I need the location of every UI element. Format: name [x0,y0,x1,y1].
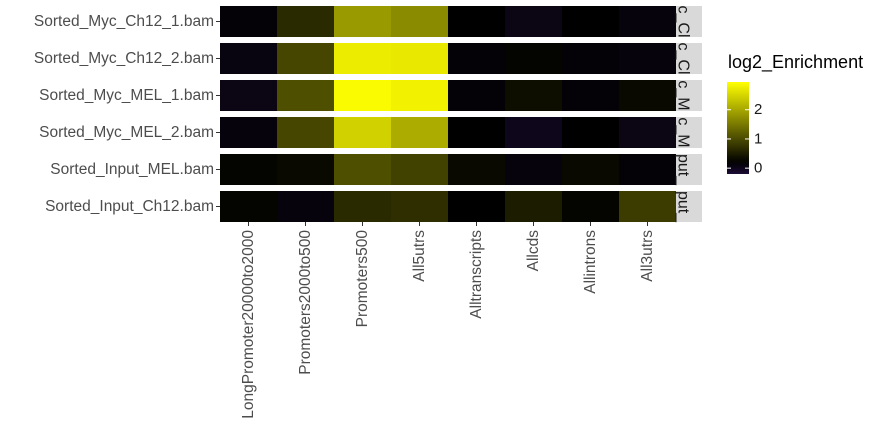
column-label: Allcds [525,230,542,272]
column-label: LongPromoter20000to2000 [240,230,257,419]
heatmap-cell [562,80,620,111]
heatmap-cell [619,191,677,222]
row-label: Sorted_Myc_MEL_2.bam [39,124,214,141]
heatmap-row [220,6,677,37]
heatmap-cell [562,117,620,148]
heatmap-cell [619,6,677,37]
heatmap-cell [220,191,278,222]
heatmap-cell [220,6,278,37]
column-label: Promoters500 [354,230,371,328]
facet-strip: c_M [675,117,702,148]
facet-strip: c_Cl [675,5,702,38]
heatmap-cell [505,117,563,148]
heatmap-row [220,43,677,74]
heatmap-cell [277,43,335,74]
row-labels: Sorted_Myc_Ch12_1.bam Sorted_Myc_Ch12_2.b… [34,13,220,215]
legend-tick-label: 0 [754,160,762,177]
heatmap-panels [220,6,677,222]
row-label: Sorted_Myc_Ch12_2.bam [34,50,214,67]
legend-tick-label: 1 [754,130,762,147]
facet-strip-bg [676,191,702,222]
facet-strip: put_ [675,154,702,186]
heatmap-cell [391,6,449,37]
facet-strip: c_Cl [675,42,702,75]
facet-strip-label: put_ [675,154,692,186]
heatmap-cell [505,191,563,222]
heatmap-cell [220,117,278,148]
heatmap-row [220,117,677,148]
heatmap-cell [334,6,392,37]
heatmap-cell [334,117,392,148]
facet-strip-bg [676,80,702,111]
heatmap-cell [277,117,335,148]
facet-strip: c_M [675,80,702,111]
column-labels: LongPromoter20000to2000 Promoters2000to50… [240,222,656,419]
heatmap-cell [334,191,392,222]
heatmap-cell [505,6,563,37]
column-label: Allintrons [582,230,599,294]
facet-strip-bg [676,6,702,37]
heatmap-cell [448,43,506,74]
heatmap-cell [562,6,620,37]
heatmap-cell [334,80,392,111]
facet-strip-label: put_ [675,191,692,223]
facet-strip-bg [676,117,702,148]
row-label: Sorted_Input_MEL.bam [50,161,214,178]
column-label: All3utrs [639,230,656,282]
heatmap-cell [220,154,278,185]
row-label: Sorted_Input_Ch12.bam [45,198,214,215]
heatmap-cell [562,191,620,222]
heatmap-cell [277,6,335,37]
heatmap-cell [334,43,392,74]
heatmap-cell [391,117,449,148]
heatmap-cell [619,117,677,148]
facet-strip-label: c_Cl [675,5,692,37]
heatmap-cell [391,80,449,111]
heatmap-row [220,154,677,185]
heatmap-cell [448,191,506,222]
row-label: Sorted_Myc_MEL_1.bam [39,87,214,104]
heatmap-cell [277,80,335,111]
heatmap-cell [448,80,506,111]
heatmap-cell [391,191,449,222]
column-label: Promoters2000to500 [297,230,314,375]
facet-strips: c_Cl c_Cl c_M c_M put_ put_ [675,5,702,223]
heatmap-cell [619,43,677,74]
heatmap-cell [505,80,563,111]
facet-strip-label: c_M [675,117,692,147]
heatmap-cell [448,154,506,185]
heatmap-cell [277,154,335,185]
heatmap-cell [448,117,506,148]
heatmap-cell [334,154,392,185]
legend: log2_Enrichment 0 1 2 [727,52,863,177]
heatmap-cell [448,6,506,37]
heatmap-cell [619,80,677,111]
column-label: Alltranscripts [468,230,485,319]
heatmap-row [220,191,677,222]
heatmap-cell [505,154,563,185]
heatmap-cell [391,43,449,74]
heatmap-cell [562,43,620,74]
heatmap-cell [562,154,620,185]
heatmap-cell [619,154,677,185]
facet-strip-bg [676,43,702,74]
heatmap-cell [220,80,278,111]
heatmap-cell [277,191,335,222]
legend-tick-label: 2 [754,101,762,118]
facet-strip-label: c_Cl [675,42,692,74]
heatmap-cell [220,43,278,74]
legend-ticks: 0 1 2 [727,101,762,177]
heatmap-cell [505,43,563,74]
facet-strip-bg [676,154,702,185]
row-label: Sorted_Myc_Ch12_1.bam [34,13,214,30]
facet-strip-label: c_M [675,80,692,110]
heatmap-row [220,80,677,111]
facet-strip: put_ [675,191,702,223]
column-label: All5utrs [411,230,428,282]
legend-title: log2_Enrichment [728,52,863,73]
heatmap-cell [391,154,449,185]
legend-colorbar [727,82,749,174]
